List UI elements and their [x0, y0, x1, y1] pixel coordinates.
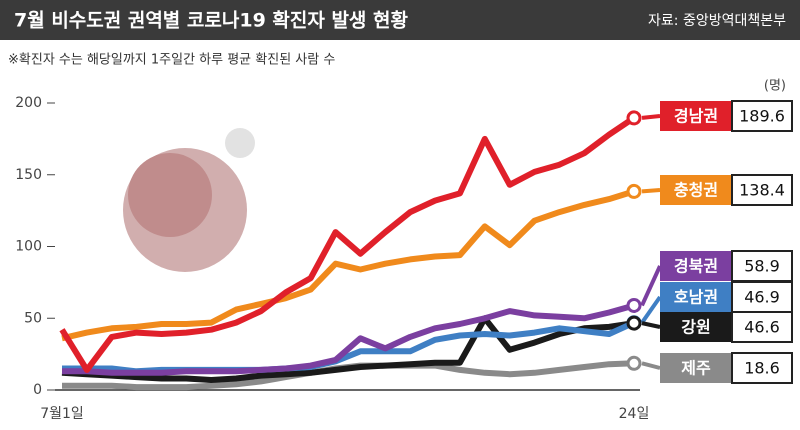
legend-tab — [660, 101, 732, 131]
end-point — [626, 315, 642, 331]
x-tick-label: 7월1일 — [40, 406, 84, 422]
leader-line — [641, 188, 661, 194]
legend-label: 경북권 — [674, 257, 718, 276]
y-tick-label: 150 — [15, 167, 42, 183]
legend-tab — [660, 175, 732, 205]
virus-core — [128, 153, 212, 237]
subtitle: ※확진자 수는 해당일까지 1주일간 하루 평균 확진된 사람 수 — [8, 53, 335, 68]
y-tick-label: 50 — [24, 310, 42, 326]
value-box — [731, 352, 793, 384]
y-tick-label: 100 — [15, 239, 42, 255]
legend-label: 경남권 — [674, 107, 718, 126]
x-tick-label: 24일 — [619, 406, 650, 422]
value-label: 58.9 — [744, 257, 780, 276]
value-box — [731, 100, 793, 132]
leader-line — [641, 114, 661, 120]
title-bar — [0, 0, 800, 40]
end-point — [626, 110, 642, 126]
y-unit: (명) — [764, 79, 786, 94]
end-point — [626, 183, 642, 199]
legend-label: 충청권 — [674, 181, 718, 200]
legend-tab — [660, 312, 732, 342]
value-box — [731, 250, 793, 282]
series-line — [61, 315, 635, 383]
legend-label: 제주 — [681, 359, 711, 378]
leader-line — [641, 321, 661, 329]
value-label: 46.6 — [744, 318, 780, 337]
series-line — [62, 302, 635, 376]
end-point — [626, 297, 642, 313]
value-label: 138.4 — [739, 181, 785, 200]
legend-label: 강원 — [681, 318, 710, 337]
value-label: 46.9 — [744, 288, 780, 307]
chart-title: 7월 비수도권 권역별 코로나19 확진자 발생 현황 — [14, 9, 409, 32]
source: 자료: 중앙방역대책본부 — [648, 13, 786, 29]
value-box — [731, 311, 793, 343]
leader-line — [640, 265, 662, 307]
legend-tab — [660, 251, 732, 281]
virus-small — [225, 128, 255, 158]
virus-illustration — [123, 128, 255, 272]
leader-line — [641, 361, 661, 370]
legend-tab — [660, 353, 732, 383]
legend-tab — [660, 282, 732, 312]
value-label: 18.6 — [744, 359, 780, 378]
value-box — [731, 174, 793, 206]
end-point — [626, 355, 642, 371]
leader-line — [640, 295, 662, 324]
y-tick-label: 0 — [33, 382, 42, 398]
series-line — [61, 188, 635, 342]
value-box — [731, 281, 793, 313]
y-tick-label: 200 — [15, 95, 42, 111]
legend-label: 호남권 — [674, 288, 718, 307]
value-label: 189.6 — [739, 107, 785, 126]
series-line — [59, 115, 636, 373]
